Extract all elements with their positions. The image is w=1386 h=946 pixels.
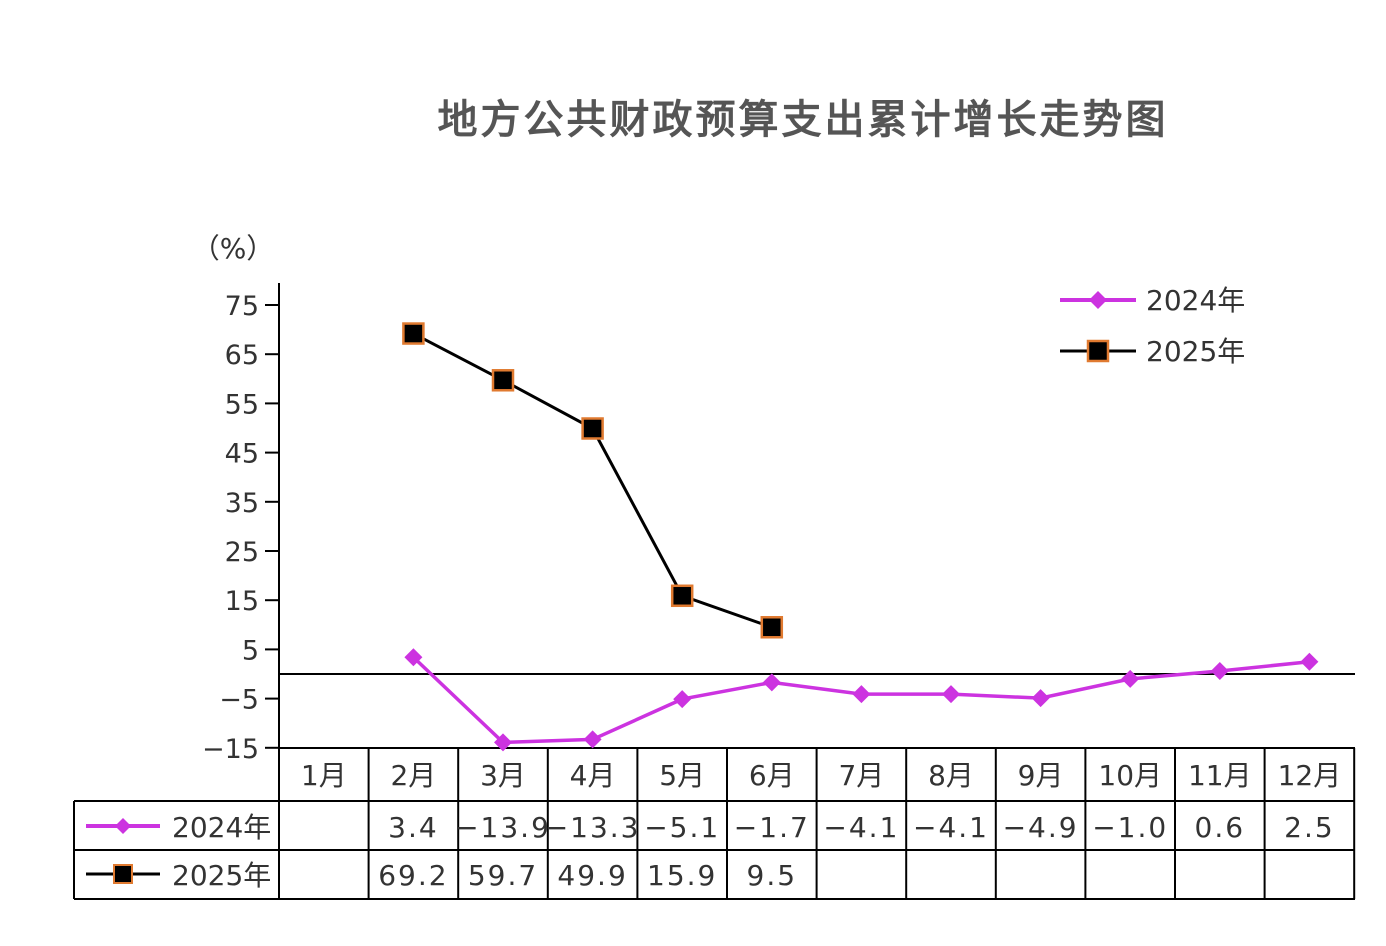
y-tick-label: 15 [225,586,259,617]
data-point-square [581,417,604,440]
month-header: 3月 [480,759,526,792]
table-key-marker [115,818,131,834]
table-cell: 0.6 [1195,811,1246,844]
month-header: 4月 [570,759,616,792]
y-axis-unit-label: （%） [192,232,275,265]
table-cell: 9.5 [747,859,798,892]
data-point-diamond [673,690,692,709]
legend-label: 2025年 [1146,335,1245,368]
series-layer [402,322,1319,752]
data-point-square [760,616,784,639]
y-tick-label: 75 [225,291,259,322]
table-cell: −5.1 [644,811,720,844]
table-cell: −4.9 [1003,811,1079,844]
table-cell: −4.1 [913,811,989,844]
legend-label: 2024年 [1146,284,1245,317]
y-tick-label: 55 [225,389,259,420]
table-cell: −13.3 [545,811,641,844]
data-point-diamond [942,685,960,704]
month-header: 10月 [1098,759,1162,792]
data-point-diamond [1031,689,1050,708]
y-tick-label: 25 [225,537,259,568]
data-point-diamond [404,648,423,667]
month-header: 1月 [301,759,347,792]
legend-marker [1089,291,1107,309]
table-cell: −4.1 [823,811,899,844]
table-cell: 15.9 [647,859,717,892]
month-header: 9月 [1018,759,1064,792]
data-table: 1月 2月 3月 4月 5月 6月 7月 8月 9月 10月 11月 12月 2024年 3.4 −13.9… [73,747,1356,900]
month-header: 8月 [928,759,974,792]
table-cell: 49.9 [557,859,627,892]
month-header: 6月 [749,759,795,792]
data-point-diamond [852,685,871,704]
table-cell: 59.7 [468,859,538,892]
table-cell: −13.9 [455,811,551,844]
y-tick-label: 65 [225,340,259,371]
data-point-diamond [494,733,512,752]
y-tick-label: 5 [242,635,259,666]
month-header: 2月 [390,759,436,792]
legend-marker [1086,339,1110,363]
legend: 2024年 2025年 [1060,284,1245,368]
month-header: 11月 [1188,759,1252,792]
table-key-marker [113,864,133,884]
table-cell: 3.4 [388,811,439,844]
axes: 75 65 55 45 35 25 15 5 −5 −15 [202,283,1355,765]
table-cell: −1.7 [734,811,810,844]
series-line-2025年 [412,332,773,629]
data-point-square [491,369,515,392]
table-cell: −1.0 [1092,811,1168,844]
data-point-diamond [762,673,781,692]
table-cell: 2.5 [1284,811,1335,844]
data-point-diamond [583,730,602,749]
data-point-diamond [1300,652,1319,671]
y-tick-label: −15 [202,734,259,765]
table-series-name: 2025年 [172,859,271,892]
y-tick-label: 45 [225,439,259,470]
data-point-diamond [1121,669,1140,688]
table-cell: 69.2 [378,859,448,892]
month-header: 7月 [838,759,884,792]
chart-title: 地方公共财政预算支出累计增长走势图 [438,97,1169,143]
data-point-diamond [1210,662,1229,681]
table-series-name: 2024年 [172,811,271,844]
y-tick-label: −5 [219,685,259,716]
data-point-square [670,584,694,608]
month-header: 5月 [659,759,705,792]
y-tick-label: 35 [225,488,259,519]
month-header: 12月 [1278,759,1342,792]
data-point-square [402,322,425,345]
